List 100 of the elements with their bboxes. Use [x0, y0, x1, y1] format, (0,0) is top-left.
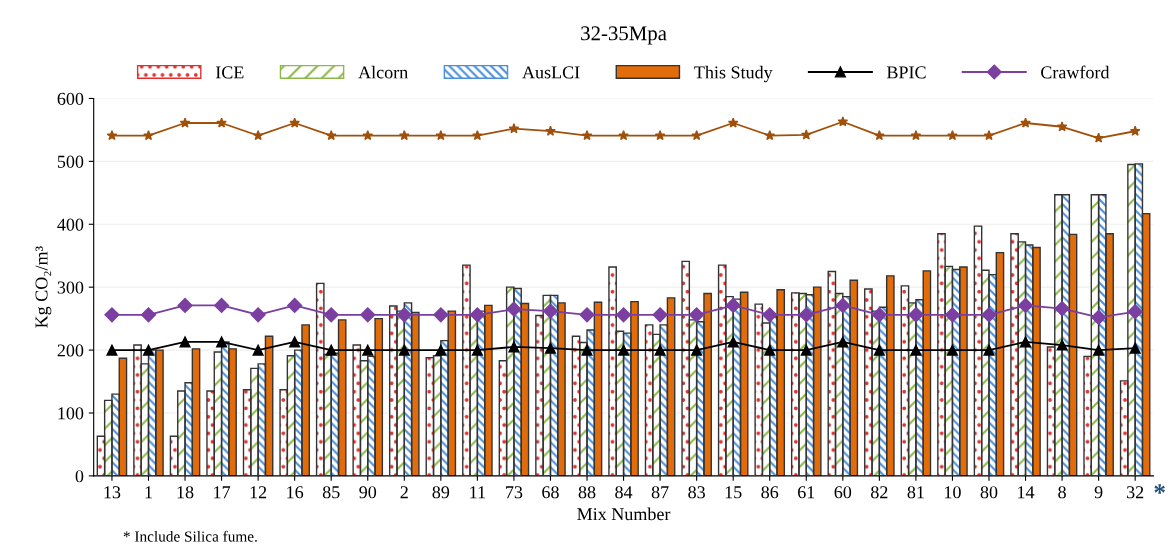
point: [615, 307, 632, 323]
point: [250, 307, 266, 323]
point: [1129, 125, 1141, 136]
y-tick-label: 400: [57, 218, 84, 231]
legend-label: BPIC: [886, 66, 926, 79]
text: *: [1154, 484, 1165, 494]
x-tick-label: 8: [1058, 486, 1066, 499]
x-tick-label: 87: [651, 486, 669, 499]
point: [106, 344, 118, 356]
point: [142, 344, 155, 356]
point: [618, 130, 629, 141]
point: [1020, 117, 1031, 128]
x-tick-label: 1: [145, 486, 152, 499]
point: [433, 307, 449, 323]
point: [800, 129, 812, 140]
point: [471, 344, 483, 356]
point: [214, 297, 230, 313]
point: [143, 130, 154, 141]
point: [837, 116, 849, 127]
x-tick-label: 88: [578, 486, 596, 499]
point: [179, 117, 191, 128]
point: [435, 130, 447, 141]
point: [104, 307, 120, 323]
point: [360, 307, 376, 323]
chart-title: 32-35Mpa: [581, 26, 667, 45]
point: [398, 344, 410, 356]
point: [689, 307, 705, 323]
point: [908, 307, 924, 323]
point: [983, 130, 995, 141]
point: [1017, 297, 1034, 313]
legend-label: This Study: [694, 65, 773, 83]
x-tick-label: 16: [287, 486, 304, 499]
point: [981, 307, 997, 323]
point: [506, 301, 522, 317]
point: [216, 336, 228, 348]
point: [727, 117, 739, 128]
x-tick-label: 81: [907, 486, 924, 499]
point: [544, 342, 557, 354]
x-tick-label: 68: [542, 486, 559, 499]
point: [179, 336, 191, 348]
x-tick-label: 15: [725, 486, 742, 499]
x-tick-label: 2: [400, 486, 408, 499]
point: [1019, 336, 1032, 348]
x-tick-label: 82: [871, 486, 888, 499]
point: [837, 336, 849, 348]
point: [691, 344, 703, 356]
point: [654, 344, 666, 356]
point: [581, 130, 593, 141]
point: [652, 307, 668, 323]
x-tick-label: 84: [615, 486, 633, 499]
point: [396, 307, 412, 323]
point: [542, 303, 559, 319]
point: [798, 307, 814, 323]
point: [725, 297, 741, 313]
y-axis-title: Kg CO₂/m³: [35, 246, 52, 328]
x-tick-label: 14: [1018, 486, 1035, 499]
point: [835, 297, 851, 313]
x-tick-label: 12: [250, 486, 267, 499]
point: [252, 344, 264, 356]
point: [910, 344, 922, 356]
legend-label: Alcorn: [358, 65, 408, 79]
point: [106, 130, 118, 141]
text: * Include Silica fume.: [123, 530, 257, 542]
point: [325, 130, 337, 141]
point: [618, 344, 630, 356]
x-tick-label: 17: [214, 486, 231, 499]
x-tick-label: 83: [688, 486, 705, 499]
y-tick-label: 600: [57, 92, 84, 105]
point: [1127, 304, 1143, 320]
point: [871, 307, 887, 323]
point: [469, 307, 485, 323]
point: [1056, 121, 1068, 132]
point: [289, 336, 301, 348]
x-tick-label: 18: [177, 486, 194, 499]
point: [325, 344, 337, 356]
point: [762, 307, 778, 323]
point: [946, 344, 959, 356]
point: [1129, 342, 1141, 354]
point: [177, 297, 193, 313]
point: [362, 344, 374, 356]
point: [1093, 132, 1104, 143]
point: [1091, 309, 1107, 325]
point: [910, 130, 922, 141]
point: [874, 130, 885, 141]
point: [581, 344, 593, 356]
point: [472, 130, 483, 141]
point: [873, 344, 885, 356]
point: [252, 130, 264, 141]
legend-label: Crawford: [1041, 65, 1110, 79]
x-tick-label: 10: [945, 486, 961, 499]
x-tick-label: 85: [322, 486, 340, 499]
point: [579, 307, 595, 323]
point: [508, 341, 520, 353]
point: [508, 123, 520, 134]
y-tick-label: 300: [57, 281, 84, 294]
legend-label: ICE: [215, 66, 244, 79]
x-tick-label: 89: [432, 486, 450, 499]
x-tick-label: 86: [761, 486, 779, 499]
x-tick-label: 90: [359, 486, 377, 499]
x-axis-title: Mix Number: [577, 507, 671, 521]
